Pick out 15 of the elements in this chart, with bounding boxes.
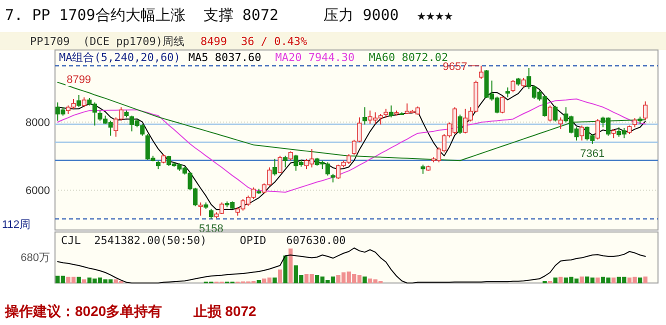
y-tick-label: 8000: [26, 117, 50, 130]
chart-title: 7. PP 1709合约大幅上涨 支撑 8072 压力 9000 ★★★★: [5, 6, 454, 24]
text: MA5 8037.60: [188, 51, 262, 64]
text: MA20 7944.30: [275, 51, 355, 64]
chart-title: CJL 2541382.00(50:50) OPID 607630.00: [61, 234, 346, 247]
annotation: 7361: [580, 148, 605, 160]
text: 8499: [200, 35, 227, 48]
y-tick-label: 6000: [26, 185, 50, 198]
text: 36 / 0.43%: [240, 35, 308, 48]
text: 680万: [20, 252, 50, 264]
text: 操作建议：8020多单持有 止损 8072: [4, 303, 257, 319]
text: 112周: [2, 219, 31, 231]
chart-subtitle: PP1709 (DCE pp1709)周线: [30, 35, 184, 48]
legend-title: MA组合(5,240,20,60): [59, 51, 180, 64]
annotation: 8799: [66, 74, 92, 86]
